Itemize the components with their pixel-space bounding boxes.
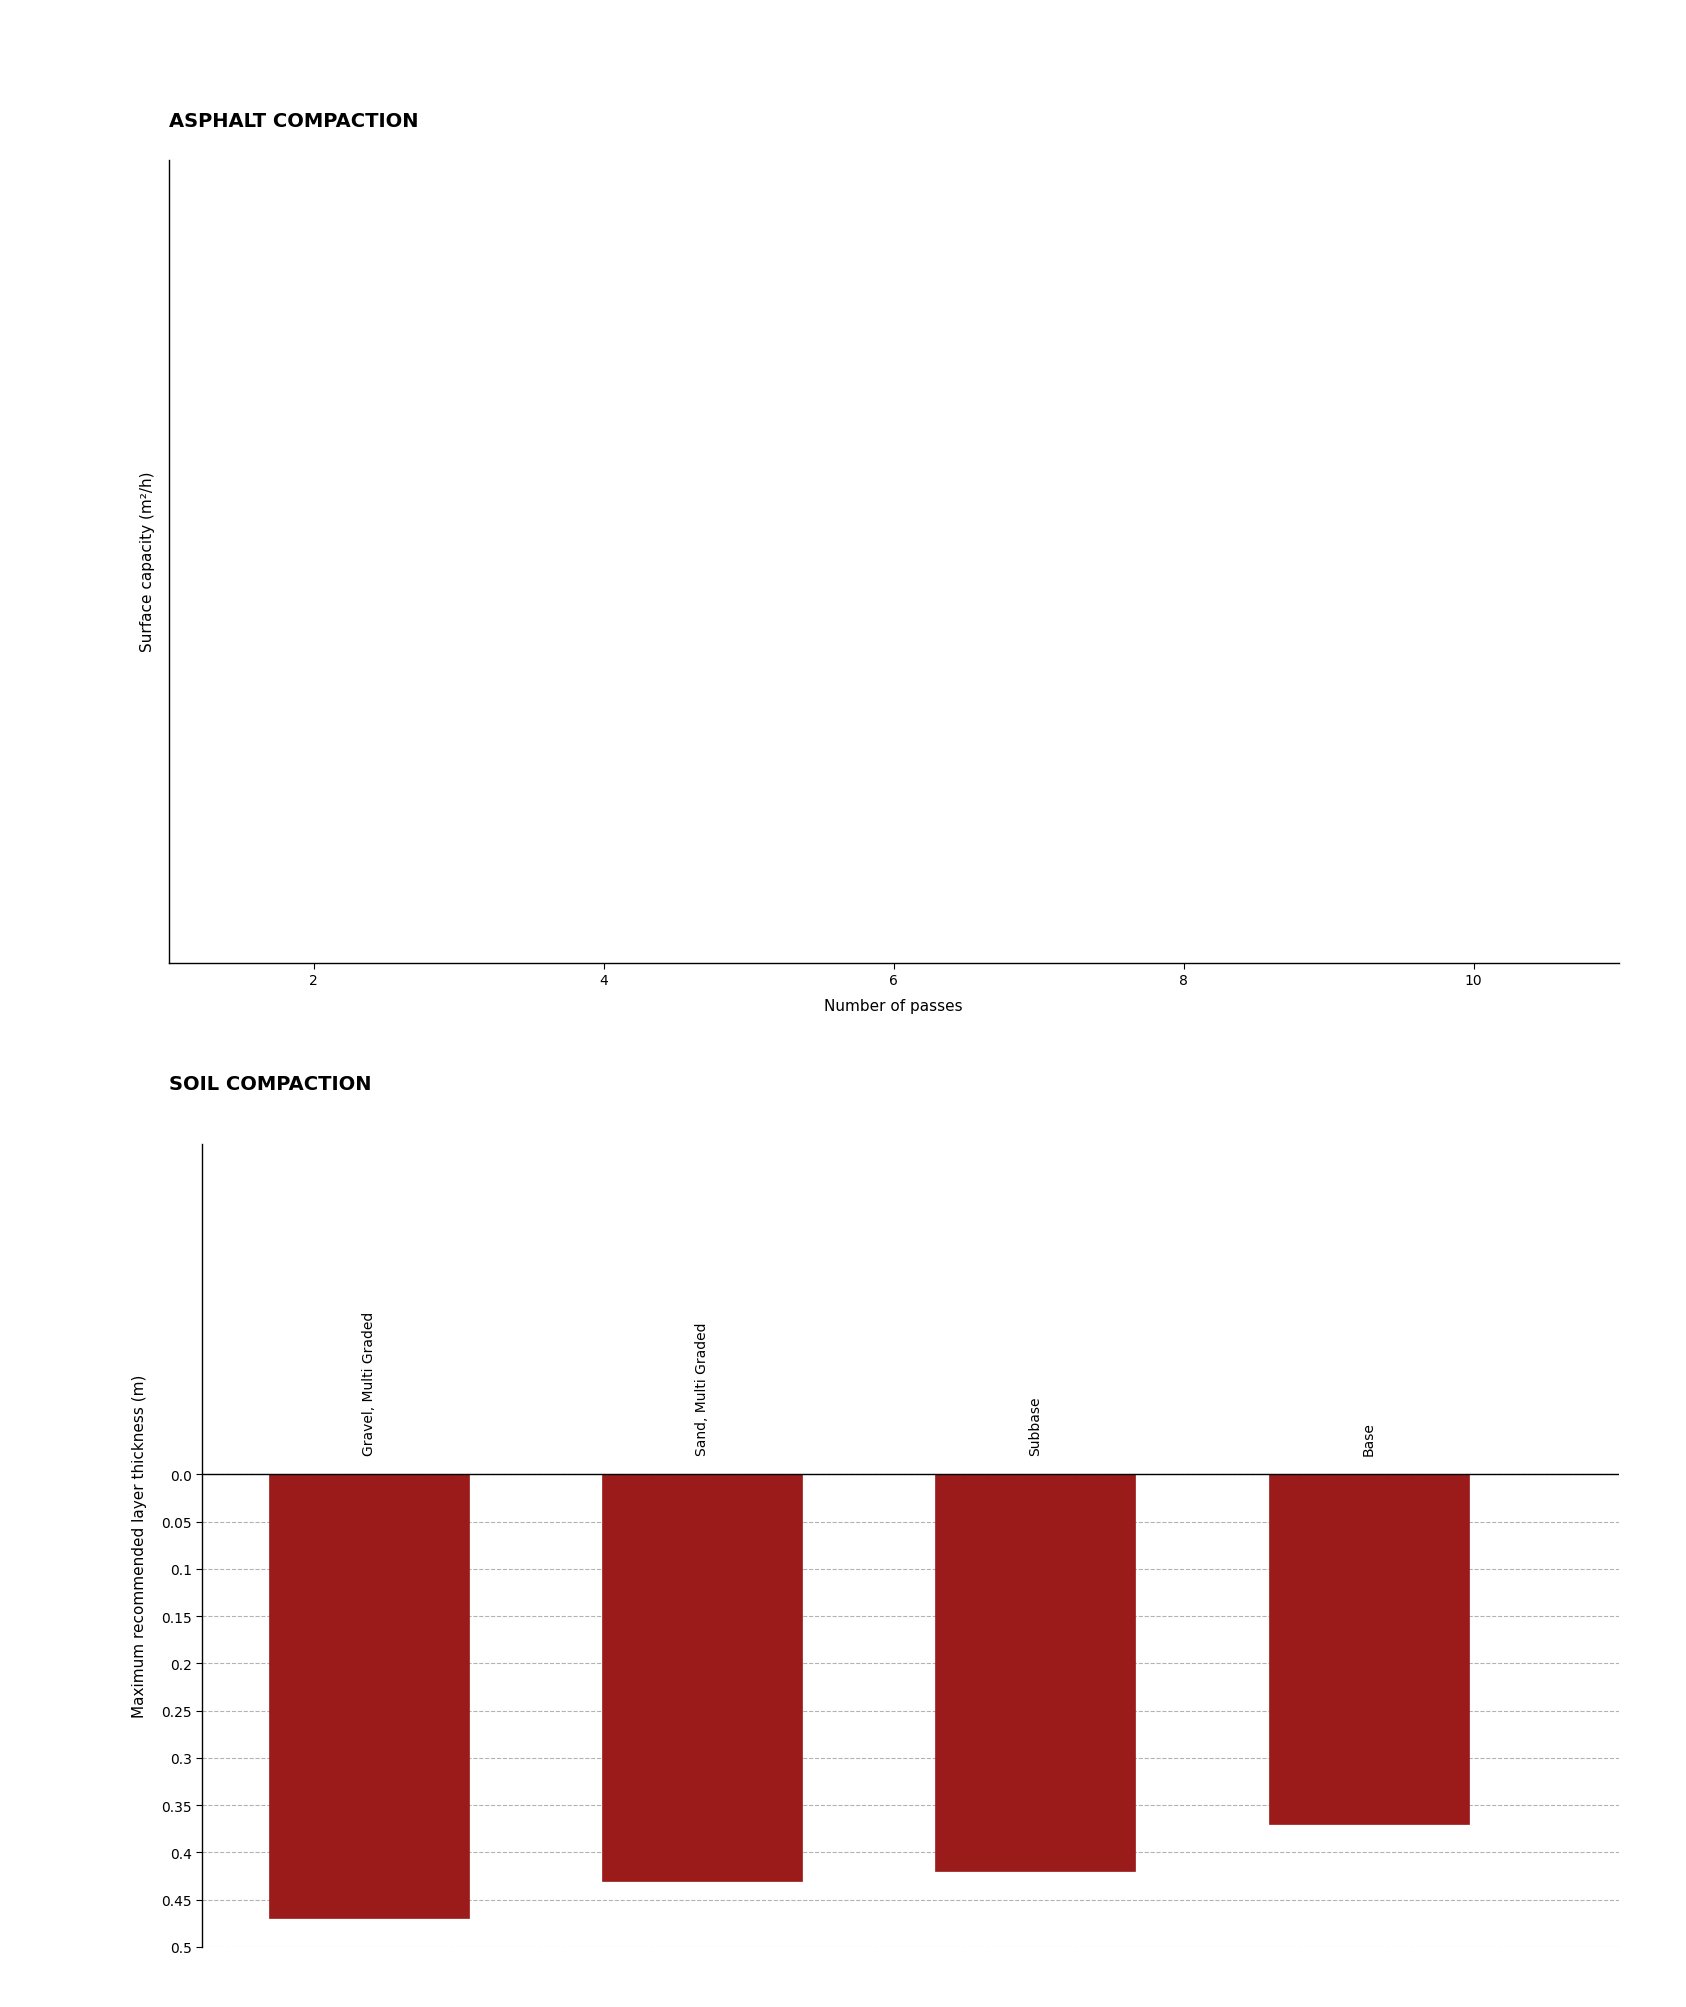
Bar bbox=[936, 1475, 1135, 1871]
Text: Sand, Multi Graded: Sand, Multi Graded bbox=[695, 1323, 710, 1455]
Y-axis label: Maximum recommended layer thickness (m): Maximum recommended layer thickness (m) bbox=[132, 1373, 147, 1718]
Y-axis label: Surface capacity (m²/h): Surface capacity (m²/h) bbox=[140, 472, 155, 652]
Bar bbox=[602, 1475, 803, 1881]
Text: Gravel, Multi Graded: Gravel, Multi Graded bbox=[362, 1311, 376, 1455]
X-axis label: Number of passes: Number of passes bbox=[824, 999, 963, 1014]
Text: SOIL COMPACTION: SOIL COMPACTION bbox=[169, 1076, 371, 1094]
Bar bbox=[1268, 1475, 1469, 1824]
Text: ASPHALT COMPACTION: ASPHALT COMPACTION bbox=[169, 112, 418, 130]
Text: Subbase: Subbase bbox=[1028, 1397, 1042, 1455]
Text: Base: Base bbox=[1362, 1421, 1376, 1455]
Bar bbox=[270, 1475, 469, 1919]
